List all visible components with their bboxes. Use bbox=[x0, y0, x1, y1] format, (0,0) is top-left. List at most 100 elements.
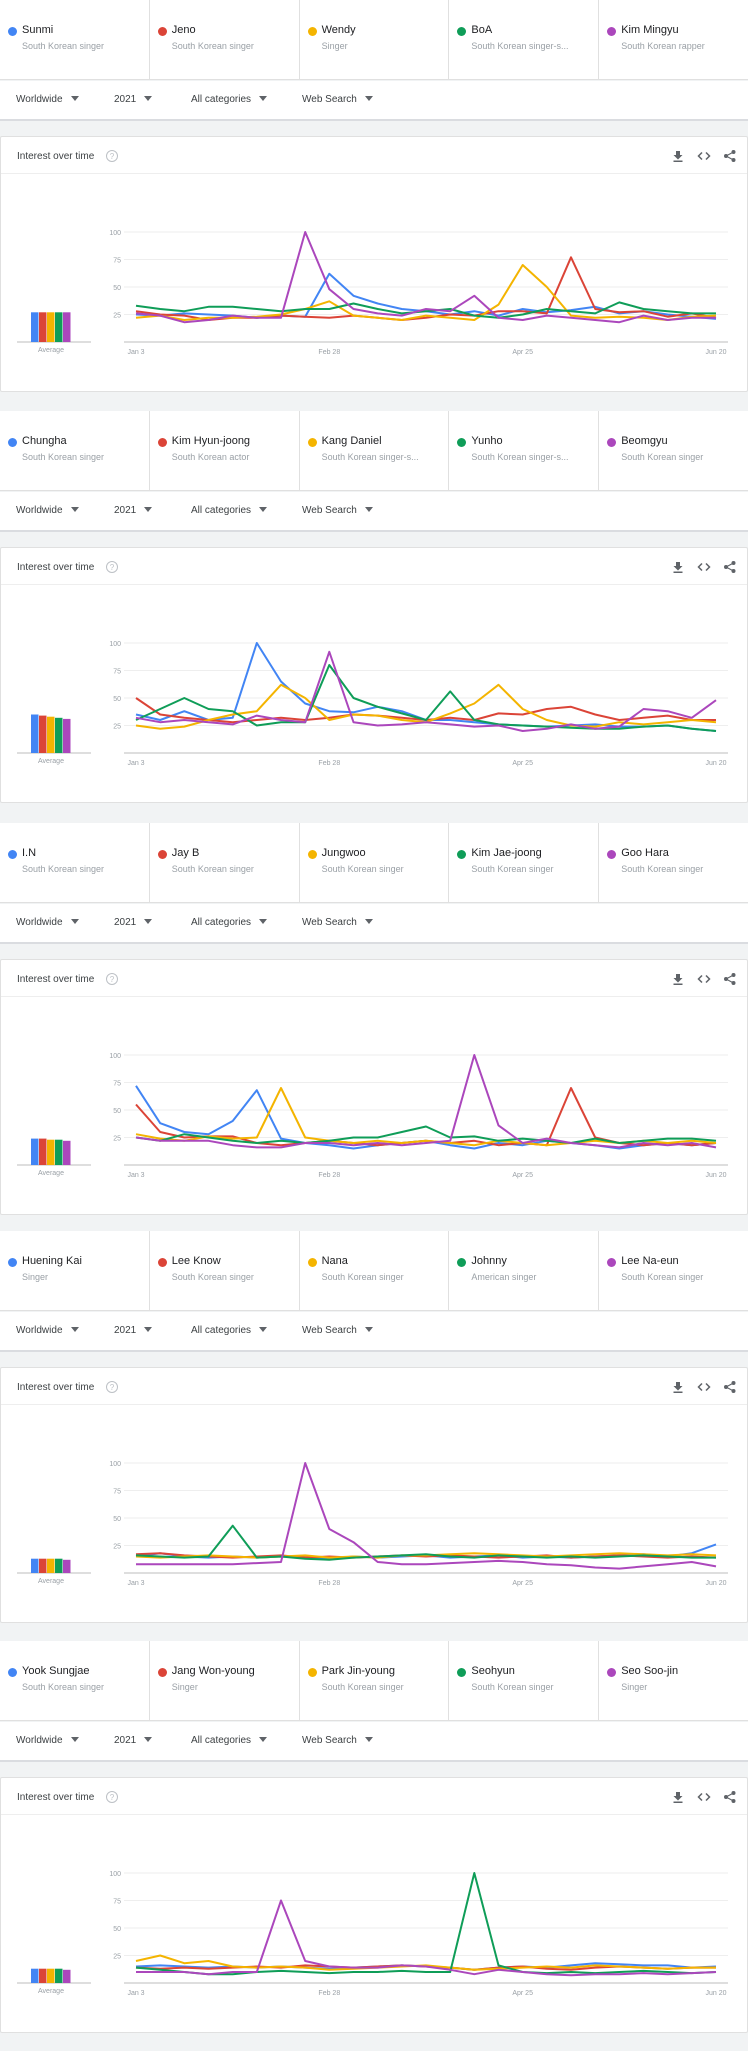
search-term[interactable]: Goo Hara South Korean singer bbox=[599, 823, 748, 902]
download-icon[interactable] bbox=[671, 149, 685, 163]
dropdown-label: Web Search bbox=[302, 917, 357, 928]
y-tick-label: 75 bbox=[113, 1081, 121, 1088]
share-icon[interactable] bbox=[723, 560, 737, 574]
search-term[interactable]: Kim Mingyu South Korean rapper bbox=[599, 0, 748, 79]
dropdown-label: 2021 bbox=[114, 94, 137, 105]
x-tick-label: Apr 25 bbox=[512, 1990, 533, 1997]
download-icon[interactable] bbox=[671, 972, 685, 986]
term-name: Jungwoo bbox=[321, 847, 366, 859]
embed-icon[interactable] bbox=[697, 972, 711, 986]
embed-icon[interactable] bbox=[697, 1380, 711, 1394]
search-term[interactable]: Lee Na-eun South Korean singer bbox=[599, 1231, 748, 1310]
term-description: South Korean singer-s... bbox=[471, 41, 569, 51]
category-dropdown[interactable]: All categories bbox=[191, 917, 268, 928]
y-tick-label: 75 bbox=[113, 669, 121, 676]
search-type-dropdown[interactable]: Web Search bbox=[302, 1325, 373, 1336]
help-icon[interactable]: ? bbox=[106, 973, 118, 985]
term-name: Yook Sungjae bbox=[22, 1665, 90, 1677]
search-term[interactable]: BoA South Korean singer-s... bbox=[449, 0, 600, 79]
download-icon[interactable] bbox=[671, 1380, 685, 1394]
x-tick-label: Feb 28 bbox=[318, 1172, 340, 1179]
term-color-dot bbox=[307, 27, 317, 36]
category-dropdown[interactable]: All categories bbox=[191, 1325, 268, 1336]
term-description: South Korean singer bbox=[621, 1272, 704, 1282]
search-term[interactable]: Jang Won-young Singer bbox=[150, 1641, 300, 1720]
y-tick-label: 100 bbox=[109, 1871, 121, 1878]
search-term[interactable]: Jay B South Korean singer bbox=[150, 823, 300, 902]
search-term[interactable]: Sunmi South Korean singer bbox=[0, 0, 150, 79]
search-term[interactable]: Yunho South Korean singer-s... bbox=[449, 411, 600, 490]
search-type-dropdown[interactable]: Web Search bbox=[302, 917, 373, 928]
x-tick-label: Apr 25 bbox=[512, 349, 533, 356]
term-color-dot bbox=[607, 1258, 617, 1267]
period-dropdown[interactable]: 2021 bbox=[114, 1325, 153, 1336]
term-color-dot bbox=[8, 438, 17, 447]
help-icon[interactable]: ? bbox=[106, 561, 118, 573]
dropdown-caret-icon bbox=[364, 506, 373, 512]
dropdown-label: 2021 bbox=[114, 1325, 137, 1336]
term-description: South Korean rapper bbox=[621, 41, 705, 51]
help-icon[interactable]: ? bbox=[106, 1381, 118, 1393]
search-type-dropdown[interactable]: Web Search bbox=[302, 505, 373, 516]
term-name: Park Jin-young bbox=[321, 1665, 395, 1677]
y-tick-label: 75 bbox=[113, 258, 121, 265]
y-tick-label: 75 bbox=[113, 1489, 121, 1496]
download-icon[interactable] bbox=[671, 560, 685, 574]
category-dropdown[interactable]: All categories bbox=[191, 94, 268, 105]
search-term[interactable]: Jeno South Korean singer bbox=[150, 0, 300, 79]
term-color-dot bbox=[157, 1258, 167, 1267]
search-term[interactable]: Lee Know South Korean singer bbox=[150, 1231, 300, 1310]
search-term[interactable]: Wendy Singer bbox=[300, 0, 450, 79]
search-term[interactable]: Yook Sungjae South Korean singer bbox=[0, 1641, 150, 1720]
share-icon[interactable] bbox=[723, 1790, 737, 1804]
period-dropdown[interactable]: 2021 bbox=[114, 94, 153, 105]
share-icon[interactable] bbox=[723, 972, 737, 986]
term-color-dot bbox=[607, 438, 617, 447]
share-icon[interactable] bbox=[723, 1380, 737, 1394]
embed-icon[interactable] bbox=[697, 1790, 711, 1804]
search-term[interactable]: Kang Daniel South Korean singer-s... bbox=[300, 411, 450, 490]
term-color-dot bbox=[607, 850, 617, 859]
interest-over-time-card: Interest over time? 25 50 75 100 Jan 3 Feb 28 A… bbox=[0, 1367, 748, 1623]
category-dropdown[interactable]: All categories bbox=[191, 505, 268, 516]
search-term[interactable]: Kim Jae-joong South Korean singer bbox=[449, 823, 600, 902]
search-term[interactable]: Kim Hyun-joong South Korean actor bbox=[150, 411, 300, 490]
category-dropdown[interactable]: All categories bbox=[191, 1735, 268, 1746]
location-dropdown[interactable]: Worldwide bbox=[16, 1325, 79, 1336]
x-tick-label: Apr 25 bbox=[512, 1172, 533, 1179]
share-icon[interactable] bbox=[723, 149, 737, 163]
period-dropdown[interactable]: 2021 bbox=[114, 505, 153, 516]
period-dropdown[interactable]: 2021 bbox=[114, 917, 153, 928]
search-term[interactable]: Johnny American singer bbox=[449, 1231, 600, 1310]
search-terms-bar: I.N South Korean singer Jay B South Korean … bbox=[0, 823, 748, 903]
location-dropdown[interactable]: Worldwide bbox=[16, 917, 79, 928]
period-dropdown[interactable]: 2021 bbox=[114, 1735, 153, 1746]
dropdown-caret-icon bbox=[259, 918, 268, 924]
card-divider bbox=[1, 1404, 747, 1405]
term-description: South Korean singer bbox=[22, 452, 105, 462]
location-dropdown[interactable]: Worldwide bbox=[16, 1735, 79, 1746]
term-description: South Korean singer bbox=[171, 864, 254, 874]
download-icon[interactable] bbox=[671, 1790, 685, 1804]
search-term[interactable]: Seo Soo-jin Singer bbox=[599, 1641, 748, 1720]
location-dropdown[interactable]: Worldwide bbox=[16, 505, 79, 516]
search-term[interactable]: Beomgyu South Korean singer bbox=[599, 411, 748, 490]
help-icon[interactable]: ? bbox=[106, 150, 118, 162]
search-term[interactable]: Huening Kai Singer bbox=[0, 1231, 150, 1310]
embed-icon[interactable] bbox=[697, 560, 711, 574]
search-term[interactable]: Jungwoo South Korean singer bbox=[300, 823, 450, 902]
embed-icon[interactable] bbox=[697, 149, 711, 163]
filter-bar: Worldwide 2021 All categories Web Search bbox=[0, 904, 748, 944]
search-type-dropdown[interactable]: Web Search bbox=[302, 1735, 373, 1746]
search-type-dropdown[interactable]: Web Search bbox=[302, 94, 373, 105]
search-term[interactable]: I.N South Korean singer bbox=[0, 823, 150, 902]
search-term[interactable]: Chungha South Korean singer bbox=[0, 411, 150, 490]
search-term[interactable]: Nana South Korean singer bbox=[300, 1231, 450, 1310]
card-title: Interest over time bbox=[17, 974, 95, 985]
search-term[interactable]: Seohyun South Korean singer bbox=[449, 1641, 600, 1720]
series-line bbox=[135, 1087, 717, 1147]
term-description: Singer bbox=[621, 1682, 648, 1692]
help-icon[interactable]: ? bbox=[106, 1791, 118, 1803]
search-term[interactable]: Park Jin-young South Korean singer bbox=[300, 1641, 450, 1720]
location-dropdown[interactable]: Worldwide bbox=[16, 94, 79, 105]
